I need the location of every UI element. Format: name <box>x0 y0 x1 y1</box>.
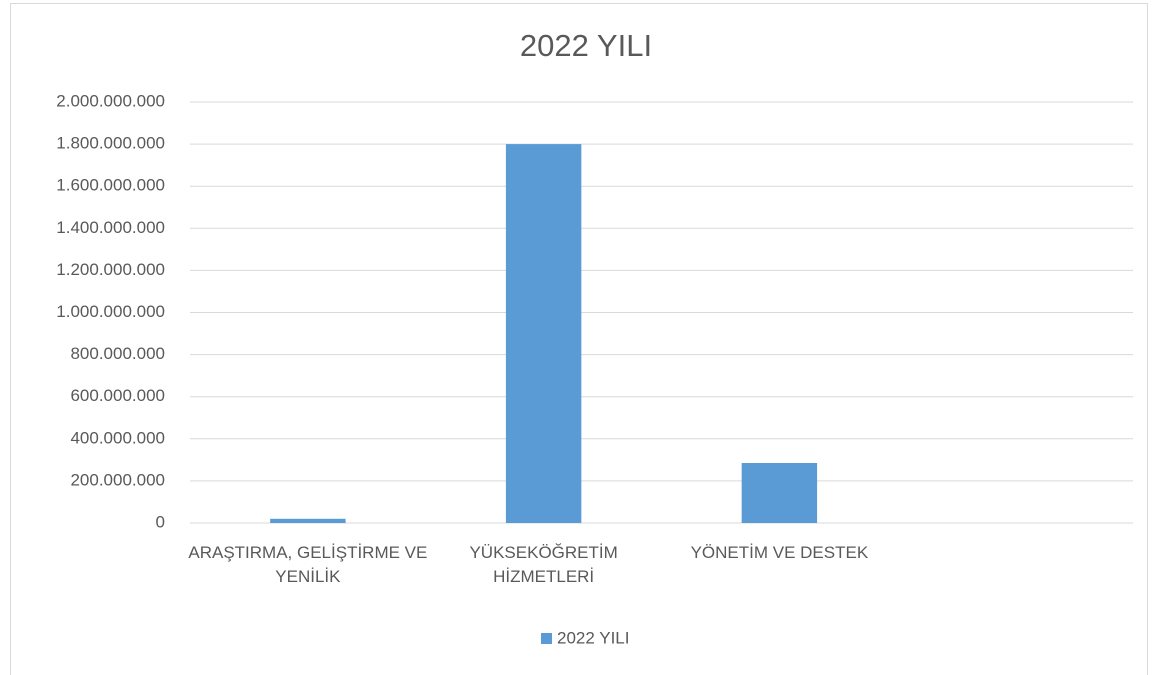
y-tick-label: 400.000.000 <box>70 428 165 447</box>
y-tick-label: 0 <box>156 512 165 531</box>
x-tick-label: YÖNETİM VE DESTEK <box>690 543 869 562</box>
y-tick-label: 600.000.000 <box>70 386 165 405</box>
y-tick-label: 1.600.000.000 <box>56 176 165 195</box>
y-tick-label: 1.000.000.000 <box>56 302 165 321</box>
y-tick-label: 1.200.000.000 <box>56 260 165 279</box>
legend-swatch <box>541 633 552 644</box>
x-tick-label: YÜKSEKÖĞRETİM HİZMETLERİ <box>469 543 618 586</box>
y-tick-label: 200.000.000 <box>70 470 165 489</box>
chart-title: 2022 YILI <box>520 28 652 63</box>
y-tick-label: 2.000.000.000 <box>56 91 165 110</box>
bar <box>270 518 346 523</box>
y-tick-label: 1.800.000.000 <box>56 134 165 153</box>
y-tick-label: 1.400.000.000 <box>56 218 165 237</box>
y-tick-label: 800.000.000 <box>70 344 165 363</box>
bar <box>741 463 818 523</box>
legend-label: 2022 YILI <box>557 628 629 647</box>
x-tick-label: ARAŞTIRMA, GELİŞTİRME VE YENİLİK <box>188 543 428 586</box>
bar <box>505 144 582 523</box>
